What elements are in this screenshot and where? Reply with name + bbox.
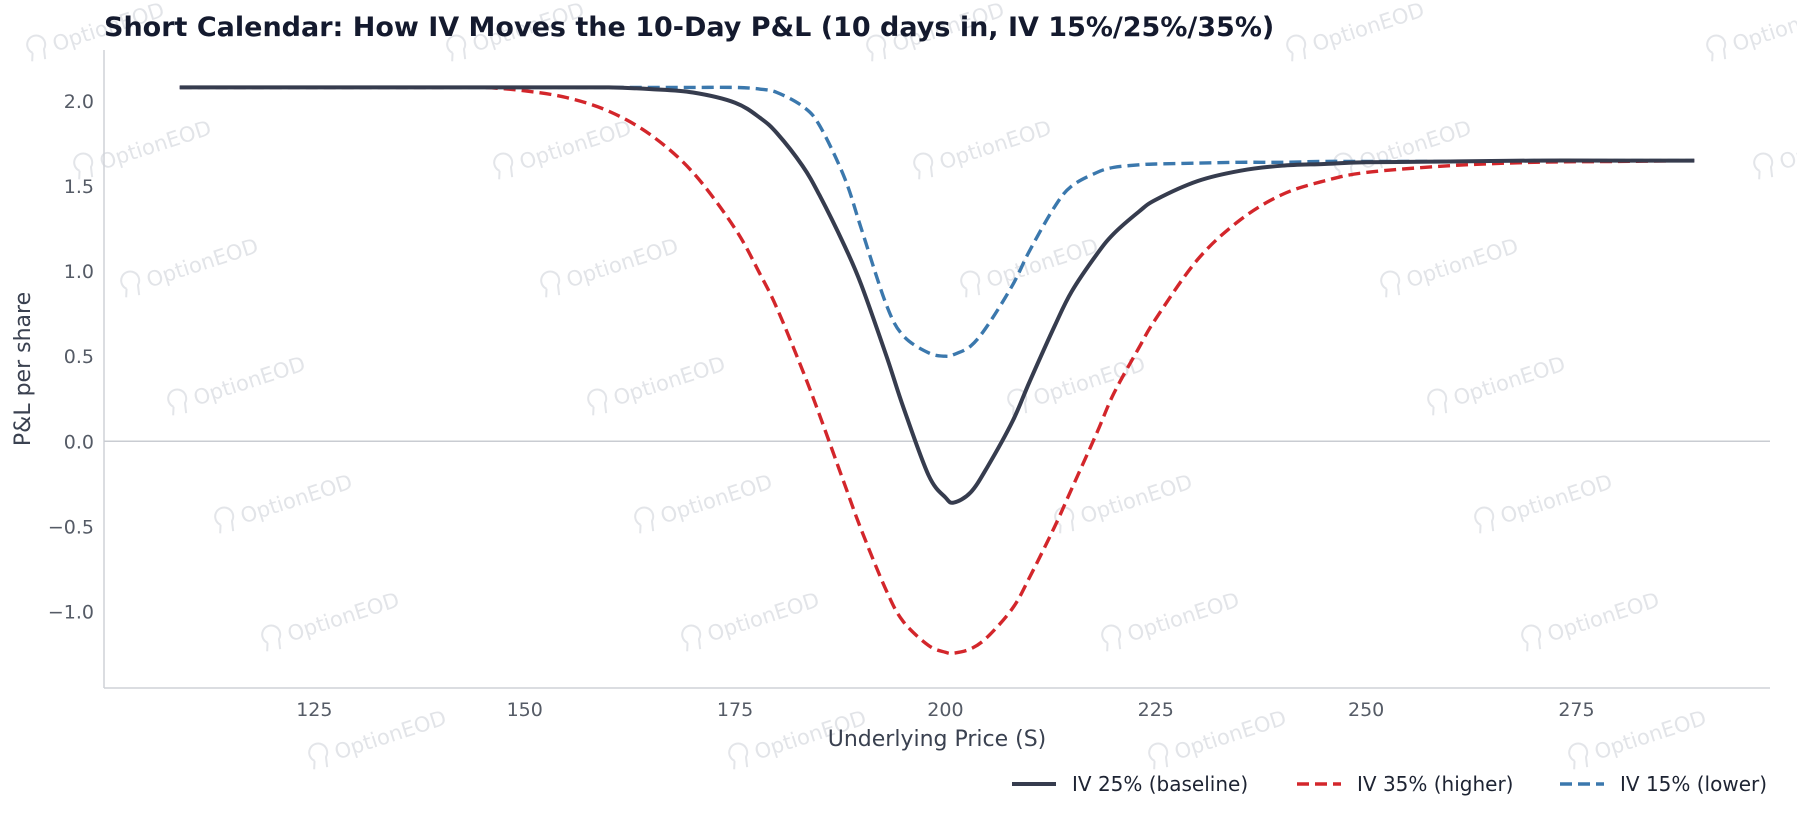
watermark-26: OptionEOD bbox=[1521, 588, 1662, 652]
watermark-layer: OptionEOD OptionEOD OptionEOD OptionEOD Opti… bbox=[26, 0, 1797, 770]
watermark-11: OptionEOD bbox=[540, 234, 681, 298]
svg-text:OptionEOD: OptionEOD bbox=[1776, 116, 1797, 175]
watermark-23: OptionEOD bbox=[261, 588, 402, 652]
watermark-25: OptionEOD bbox=[1101, 588, 1242, 652]
watermark-21: OptionEOD bbox=[1054, 470, 1195, 534]
legend-label: IV 35% (higher) bbox=[1357, 772, 1513, 796]
svg-text:OptionEOD: OptionEOD bbox=[1309, 0, 1427, 56]
svg-text:OptionEOD: OptionEOD bbox=[190, 352, 308, 411]
svg-text:OptionEOD: OptionEOD bbox=[1729, 0, 1797, 56]
series-layer bbox=[179, 85, 1695, 656]
x-tick-label: 200 bbox=[927, 699, 963, 721]
y-tick-label: 0.5 bbox=[64, 346, 94, 368]
y-tick-label: 2.0 bbox=[64, 91, 94, 113]
watermark-7: OptionEOD bbox=[913, 116, 1054, 180]
svg-text:OptionEOD: OptionEOD bbox=[563, 234, 681, 293]
series-line-baseline bbox=[179, 85, 1695, 505]
x-tick-label: 250 bbox=[1348, 699, 1384, 721]
y-tick-label: −0.5 bbox=[48, 516, 94, 538]
watermark-5: OptionEOD bbox=[73, 116, 214, 180]
svg-text:OptionEOD: OptionEOD bbox=[983, 234, 1101, 293]
svg-text:OptionEOD: OptionEOD bbox=[143, 234, 261, 293]
watermark-20: OptionEOD bbox=[634, 470, 775, 534]
svg-text:OptionEOD: OptionEOD bbox=[610, 352, 728, 411]
svg-text:OptionEOD: OptionEOD bbox=[237, 470, 355, 529]
watermark-16: OptionEOD bbox=[587, 352, 728, 416]
x-tick-label: 225 bbox=[1138, 699, 1174, 721]
svg-text:OptionEOD: OptionEOD bbox=[1497, 470, 1615, 529]
svg-text:OptionEOD: OptionEOD bbox=[1591, 706, 1709, 765]
y-tick-label: 1.0 bbox=[64, 261, 94, 283]
y-tick-label: 0.0 bbox=[64, 431, 94, 453]
watermark-13: OptionEOD bbox=[1380, 234, 1521, 298]
svg-text:OptionEOD: OptionEOD bbox=[331, 706, 449, 765]
svg-text:OptionEOD: OptionEOD bbox=[1450, 352, 1568, 411]
x-axis-label: Underlying Price (S) bbox=[828, 727, 1047, 752]
x-tick-label: 175 bbox=[717, 699, 753, 721]
watermark-22: OptionEOD bbox=[1474, 470, 1615, 534]
y-axis-label: P&L per share bbox=[11, 292, 36, 446]
watermark-15: OptionEOD bbox=[167, 352, 308, 416]
axes bbox=[103, 50, 1770, 689]
svg-text:OptionEOD: OptionEOD bbox=[516, 116, 634, 175]
y-tick-label: −1.0 bbox=[48, 601, 94, 623]
watermark-4: OptionEOD bbox=[1706, 0, 1797, 62]
watermark-19: OptionEOD bbox=[214, 470, 355, 534]
svg-text:OptionEOD: OptionEOD bbox=[1077, 470, 1195, 529]
y-tick-label: 1.5 bbox=[64, 176, 94, 198]
watermark-12: OptionEOD bbox=[960, 234, 1101, 298]
x-tick-label: 125 bbox=[296, 699, 332, 721]
watermark-24: OptionEOD bbox=[681, 588, 822, 652]
watermark-8: OptionEOD bbox=[1333, 116, 1474, 180]
legend-label: IV 15% (lower) bbox=[1620, 772, 1767, 796]
chart-title: Short Calendar: How IV Moves the 10-Day … bbox=[104, 12, 1274, 43]
legend-item-baseline: IV 25% (baseline) bbox=[1012, 772, 1248, 796]
svg-text:OptionEOD: OptionEOD bbox=[704, 588, 822, 647]
svg-text:OptionEOD: OptionEOD bbox=[284, 588, 402, 647]
legend: IV 25% (baseline) IV 35% (higher) IV 15% (… bbox=[1012, 772, 1767, 796]
svg-text:OptionEOD: OptionEOD bbox=[1403, 234, 1521, 293]
svg-text:OptionEOD: OptionEOD bbox=[1171, 706, 1289, 765]
legend-item-higher: IV 35% (higher) bbox=[1297, 772, 1513, 796]
x-tick-label: 150 bbox=[507, 699, 543, 721]
watermark-10: OptionEOD bbox=[120, 234, 261, 298]
watermark-6: OptionEOD bbox=[493, 116, 634, 180]
watermark-9: OptionEOD bbox=[1753, 116, 1797, 180]
svg-text:OptionEOD: OptionEOD bbox=[657, 470, 775, 529]
series-line-higher bbox=[179, 85, 1695, 656]
watermark-3: OptionEOD bbox=[1286, 0, 1427, 62]
x-tick-label: 275 bbox=[1558, 699, 1594, 721]
watermark-18: OptionEOD bbox=[1427, 352, 1568, 416]
legend-label: IV 25% (baseline) bbox=[1072, 772, 1248, 796]
x-ticks: 125 150 175 200 225 250 275 bbox=[296, 699, 1594, 721]
svg-text:OptionEOD: OptionEOD bbox=[1544, 588, 1662, 647]
svg-text:OptionEOD: OptionEOD bbox=[936, 116, 1054, 175]
legend-item-lower: IV 15% (lower) bbox=[1560, 772, 1767, 796]
y-ticks: −1.0 −0.5 0.0 0.5 1.0 1.5 2.0 bbox=[48, 91, 94, 623]
svg-text:OptionEOD: OptionEOD bbox=[1124, 588, 1242, 647]
svg-text:OptionEOD: OptionEOD bbox=[96, 116, 214, 175]
